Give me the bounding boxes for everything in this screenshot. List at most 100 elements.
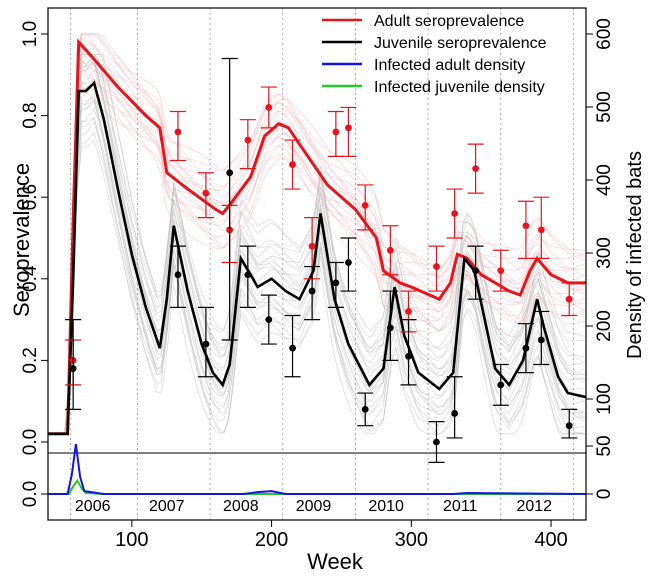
adult-sim-line-3 [48,58,585,435]
lower-y-tick-label: 0.0 [20,481,41,507]
adult-sim-line-11 [48,46,585,435]
adult-observation-point [522,222,530,230]
juvenile-observation-point [386,324,394,332]
year-label: 2010 [368,498,404,515]
year-label: 2007 [149,498,185,515]
adult-observation-13 [428,245,445,292]
juvenile-sim-line-6 [48,116,585,435]
juvenile-observation-19 [561,408,578,439]
plot-border [47,7,587,521]
axes: 100 200 300 400 0.0 0.2 0.4 0.6 0.8 1.0 0.0 100 200 3… [20,18,615,551]
adult-observation-6 [284,139,301,190]
year-labels: 2006 2007 2008 2009 2010 2011 2012 [75,498,552,515]
y-tick-label: 0.0 [20,429,41,455]
x-tick-label: 100 [115,529,148,551]
juvenile-observation-12 [400,319,417,386]
juvenile-observation-2 [197,306,214,378]
juvenile-observation-point [361,405,369,413]
juvenile-observation-17 [517,323,534,374]
adult-observation-point [265,104,273,111]
legend-label: Adult seroprevalence [374,13,524,30]
juvenile-observation-point [69,365,77,372]
adult-observation-5 [260,86,277,129]
adult-sim-line-15 [48,33,585,435]
juvenile-observation-4 [239,245,256,308]
observation-points [65,57,578,463]
juvenile-observation-point [451,410,459,417]
juvenile-observation-point [332,279,340,287]
adult-observation-point [405,308,412,315]
y-axis-label: Seroprevalence [9,163,34,317]
juvenile-observation-point [537,336,545,344]
adult-observation-point [345,124,352,132]
y-tick-label: 0.4 [20,265,41,292]
juvenile-observation-point [472,267,480,275]
year-label: 2012 [516,498,552,515]
juvenile-observation-14 [446,376,463,439]
juvenile-observation-3 [221,57,238,341]
adult-observation-point [308,242,316,250]
juvenile-observation-15 [467,245,484,300]
y2-tick-label: 600 [594,18,615,50]
series-lines [48,38,587,495]
juvenile-sim-line-21 [48,54,585,435]
x-tick-label: 200 [255,529,288,551]
y2-tick-label: 300 [594,237,615,269]
juvenile-sim-line-19 [48,62,585,435]
juvenile-observation-point [497,381,505,389]
adult-observation-point [202,189,210,197]
adult-observation-point [289,161,296,168]
y2-tick-label: 500 [594,91,615,123]
juvenile-observation-9 [340,237,357,292]
plot-frame [47,7,587,521]
juvenile-observation-18 [533,310,550,366]
juvenile-observation-point [202,340,210,348]
x-tick-label: 300 [395,529,428,551]
y2-tick-label: 100 [594,383,615,415]
adult-observation-point [537,226,545,234]
adult-observation-point [332,128,340,136]
juvenile-observation-5 [260,294,277,345]
adult-observation-point [386,246,394,254]
juvenile-observation-7 [304,265,321,321]
adult-sim-line-2 [48,81,585,435]
legend-label: Infected juvenile density [374,79,545,96]
adult-seroprevalence-line [48,38,586,436]
y-tick-label: 0.6 [20,184,41,210]
adult-observation-point [472,165,480,173]
adult-observation-10 [357,184,374,231]
juvenile-observation-0 [65,319,82,410]
adult-observation-15 [467,143,484,194]
juvenile-observation-point [405,352,412,360]
adult-observation-1 [169,110,186,162]
y2-inset-tick-label: 0 [594,489,615,500]
juvenile-observation-point [345,259,352,266]
juvenile-observation-10 [357,392,374,427]
adult-sim-line-4 [48,60,585,435]
legend: Adult seroprevalence Juvenile seroprevale… [322,13,547,96]
adult-observation-18 [533,196,550,259]
infected-juvenile-density-line [48,478,586,495]
juvenile-observation-point [308,287,316,295]
infected-adult-density-line [48,443,587,495]
juvenile-observation-point [433,438,440,446]
juvenile-sim-line-2 [48,131,585,435]
juvenile-observation-point [522,344,530,352]
juvenile-sim-line-1 [48,139,585,435]
juvenile-observation-11 [382,290,399,361]
adult-observation-14 [446,188,463,239]
juvenile-sim-line-7 [48,95,585,435]
juvenile-sim-line-22 [48,54,585,435]
juvenile-observation-6 [284,314,301,378]
juvenile-sim-line-23 [48,54,585,435]
x-tick-label: 400 [534,529,567,551]
juvenile-observation-13 [428,421,445,463]
y-tick-label: 0.8 [20,102,41,128]
juvenile-observation-1 [169,245,186,308]
juvenile-observation-point [174,271,182,279]
y2-axis-label: Density of infected bats [624,151,646,359]
adult-observation-11 [382,225,399,276]
year-label: 2006 [75,498,111,515]
year-label: 2009 [296,498,332,515]
year-label: 2011 [443,498,478,515]
